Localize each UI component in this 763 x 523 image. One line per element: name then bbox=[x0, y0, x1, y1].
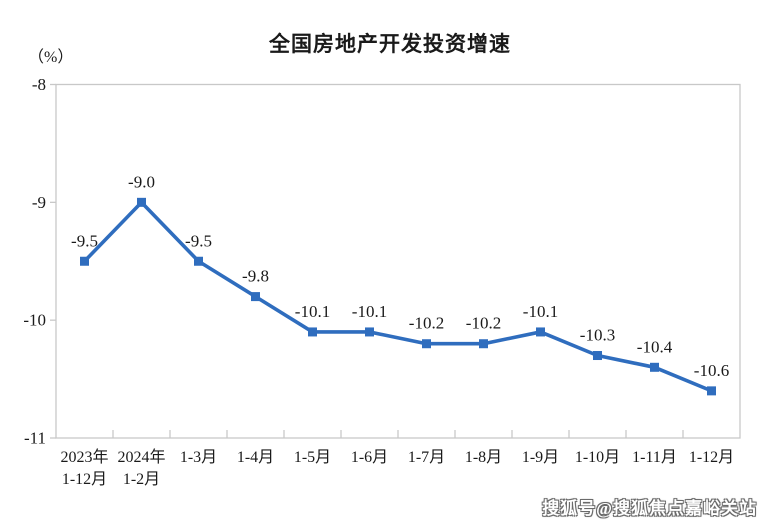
plot-frame bbox=[55, 83, 741, 439]
data-point-marker bbox=[479, 339, 488, 349]
x-axis-label: 1-5月 bbox=[294, 449, 331, 466]
data-point-label: -10.4 bbox=[637, 337, 673, 356]
data-point-label: -10.1 bbox=[352, 302, 387, 321]
x-axis-label: 1-11月 bbox=[632, 449, 677, 466]
trend-line bbox=[82, 200, 714, 393]
data-point-marker bbox=[650, 362, 659, 372]
data-point-label: -10.3 bbox=[580, 326, 615, 345]
x-axis-label: 1-3月 bbox=[180, 449, 217, 466]
x-axis-label: 2024年 1-2月 bbox=[117, 448, 165, 488]
data-point-marker bbox=[365, 327, 374, 337]
y-axis-label: -8 bbox=[32, 75, 46, 94]
x-axis-label: 1-8月 bbox=[465, 449, 502, 466]
data-point-marker bbox=[251, 292, 260, 302]
data-point-label: -10.6 bbox=[694, 361, 729, 380]
data-point-marker bbox=[194, 256, 203, 266]
x-axis-label: 1-4月 bbox=[237, 449, 274, 466]
y-axis-label: -10 bbox=[23, 311, 46, 330]
data-point-label: -9.5 bbox=[71, 231, 98, 250]
y-axis-label: -9 bbox=[32, 193, 46, 212]
data-point-marker bbox=[536, 327, 545, 337]
data-point-marker bbox=[707, 386, 716, 396]
y-axis-label: -11 bbox=[24, 429, 46, 448]
watermark-text: 搜狐号@搜狐焦点嘉峪关站 bbox=[542, 499, 757, 518]
data-point-label: -9.5 bbox=[185, 231, 212, 250]
data-point-label: -9.0 bbox=[128, 172, 155, 191]
x-axis-label: 1-6月 bbox=[351, 449, 388, 466]
x-axis-label: 1-10月 bbox=[575, 449, 620, 466]
data-point-label: -10.1 bbox=[295, 302, 330, 321]
data-point-marker bbox=[593, 351, 602, 361]
data-point-marker bbox=[422, 339, 431, 349]
data-point-label: -10.1 bbox=[523, 302, 558, 321]
chart-title: 全国房地产开发投资增速 bbox=[269, 32, 511, 56]
data-point-marker bbox=[308, 327, 317, 337]
y-axis-unit-label: （%） bbox=[28, 48, 73, 66]
data-point-label: -9.8 bbox=[242, 267, 269, 286]
x-axis-label: 1-7月 bbox=[408, 449, 445, 466]
data-point-marker bbox=[80, 256, 89, 266]
data-point-label: -10.2 bbox=[466, 314, 501, 333]
data-point-label: -10.2 bbox=[409, 314, 444, 333]
data-point-marker bbox=[137, 197, 146, 207]
x-axis-label: 1-12月 bbox=[689, 449, 734, 466]
x-axis-label: 2023年 1-12月 bbox=[60, 448, 108, 488]
x-axis-label: 1-9月 bbox=[522, 449, 559, 466]
